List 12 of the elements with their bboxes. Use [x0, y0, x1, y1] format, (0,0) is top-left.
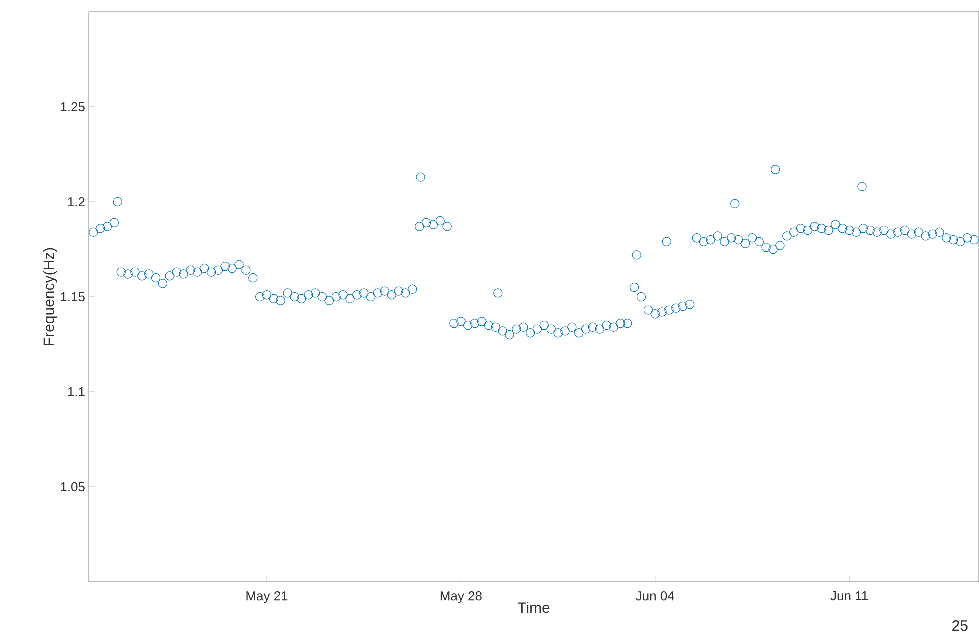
text: 25 [952, 620, 968, 632]
x-tick-label: Jun 04 [636, 592, 674, 601]
x-tick-label: May 28 [440, 592, 482, 604]
y-tick-label: 1.05 [61, 482, 85, 492]
y-tick-label: 1.2 [68, 197, 85, 207]
y-tick-label: 1.1 [68, 388, 85, 396]
x-tick-label: Jun 11 [830, 592, 868, 601]
x-axis-title: Time [518, 602, 550, 614]
y-tick-label: 1.15 [61, 292, 85, 302]
x-tick-label: May 21 [246, 592, 288, 604]
y-tick-label: 1.25 [61, 102, 85, 112]
y-axis-title: Frequency(Hz) [43, 248, 58, 346]
